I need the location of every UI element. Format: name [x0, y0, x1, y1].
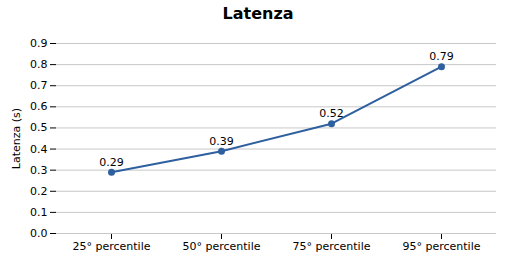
svg-text:75° percentile: 75° percentile [292, 240, 370, 253]
svg-text:0.6: 0.6 [30, 100, 48, 113]
svg-text:0.7: 0.7 [30, 79, 48, 92]
svg-text:0.0: 0.0 [30, 227, 48, 240]
svg-text:0.29: 0.29 [99, 156, 124, 169]
svg-text:0.3: 0.3 [30, 164, 48, 177]
svg-text:95° percentile: 95° percentile [402, 240, 480, 253]
svg-text:0.2: 0.2 [30, 185, 48, 198]
svg-text:0.39: 0.39 [209, 135, 234, 148]
svg-text:0.79: 0.79 [429, 50, 454, 63]
svg-text:0.9: 0.9 [30, 37, 48, 50]
svg-text:0.5: 0.5 [30, 121, 48, 134]
svg-text:0.52: 0.52 [319, 107, 344, 120]
html-text:Latenza: Latenza [222, 4, 294, 23]
svg-text:0.4: 0.4 [30, 143, 48, 156]
svg-text:Latenza (s): Latenza (s) [10, 108, 23, 169]
svg-text:0.1: 0.1 [30, 206, 48, 219]
svg-text:50° percentile: 50° percentile [182, 240, 260, 253]
svg-text:25° percentile: 25° percentile [72, 240, 150, 253]
svg-text:0.8: 0.8 [30, 58, 48, 71]
